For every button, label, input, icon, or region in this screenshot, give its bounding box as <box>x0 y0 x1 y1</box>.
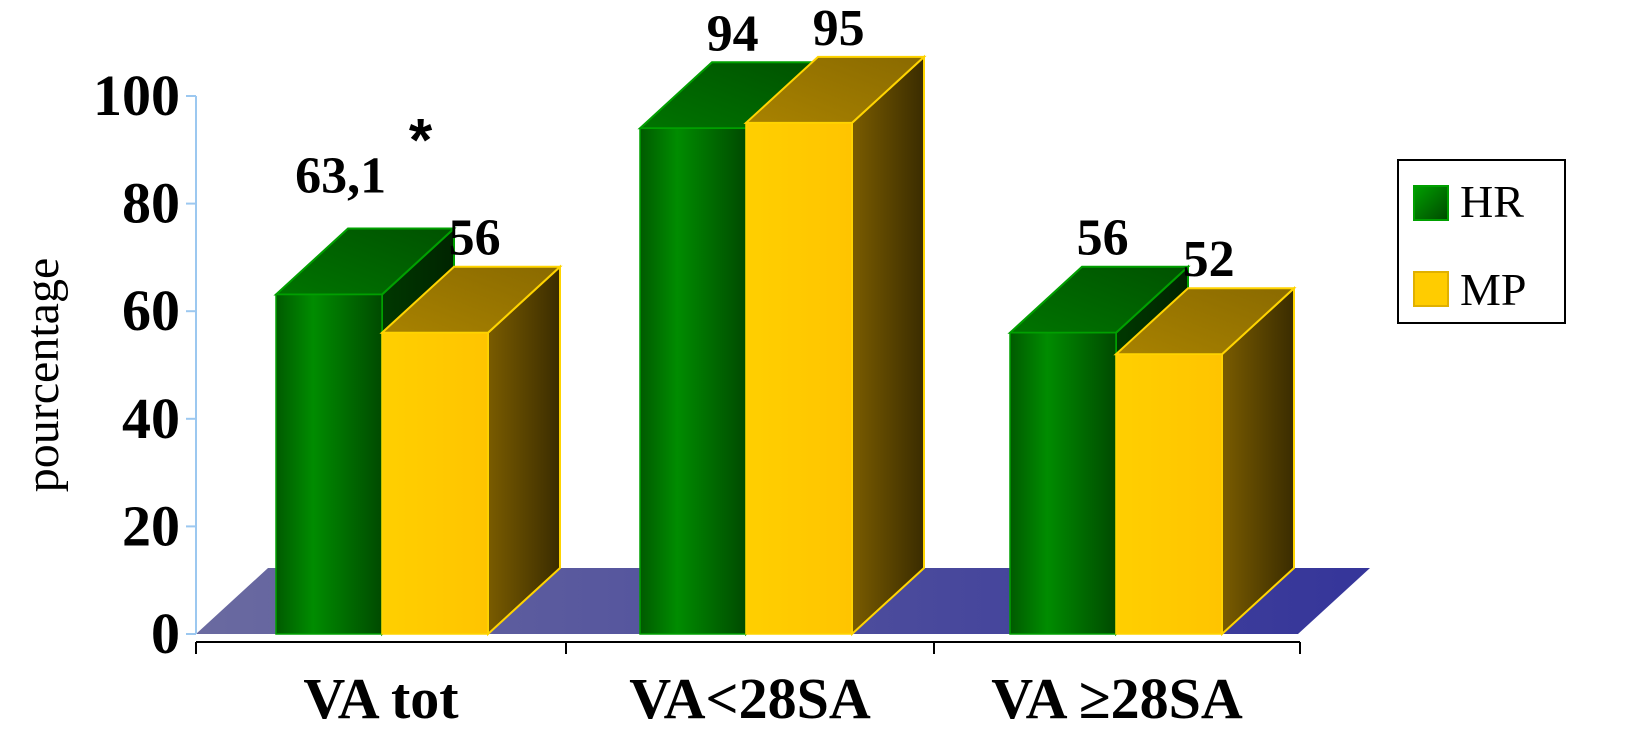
y-axis-title: pourcentage <box>16 258 69 493</box>
bar-mp-1 <box>743 54 927 637</box>
data-label-mp-2: 52 <box>1183 231 1235 288</box>
y-tick-label: 20 <box>122 493 180 558</box>
data-label-mp-0: 56 <box>449 210 501 267</box>
y-tick-label: 0 <box>151 601 180 666</box>
bar-front <box>745 122 853 635</box>
legend-swatch-mp <box>1413 271 1449 307</box>
data-label-hr-2: 56 <box>1077 210 1129 267</box>
y-tick-label: 100 <box>93 63 180 128</box>
bar-front <box>639 127 747 635</box>
significance-asterisk: * <box>409 107 433 174</box>
legend-label-mp: MP <box>1460 264 1526 315</box>
category-label: VA<28SA <box>629 666 871 731</box>
bar-front <box>381 331 489 635</box>
bar-front <box>1009 331 1117 635</box>
data-label-hr-1: 94 <box>707 5 759 62</box>
x-axis-ticks: VA tot VA<28SA VA ≥28SA <box>195 642 1301 731</box>
bar-front <box>275 293 383 635</box>
bars-layer <box>273 54 1297 637</box>
bar-mp-2 <box>1113 285 1297 637</box>
y-tick-label: 60 <box>122 278 180 343</box>
y-tick-label: 40 <box>122 386 180 451</box>
category-label: VA ≥28SA <box>991 666 1243 731</box>
bar-side <box>851 54 925 637</box>
data-labels-layer: 63,1 56 94 95 56 52 * <box>295 0 1235 288</box>
y-tick-label: 80 <box>122 171 180 236</box>
bar-mp-0 <box>379 264 563 637</box>
category-label: VA tot <box>303 666 459 731</box>
data-label-hr-0: 63,1 <box>295 148 386 205</box>
y-axis-ticks: 0 20 40 60 80 100 <box>93 63 196 666</box>
bar-front <box>1115 353 1223 635</box>
legend: HR MP <box>1397 159 1566 324</box>
legend-swatch-hr <box>1413 185 1449 221</box>
legend-label-hr: HR <box>1460 176 1524 227</box>
data-label-mp-1: 95 <box>813 0 865 57</box>
